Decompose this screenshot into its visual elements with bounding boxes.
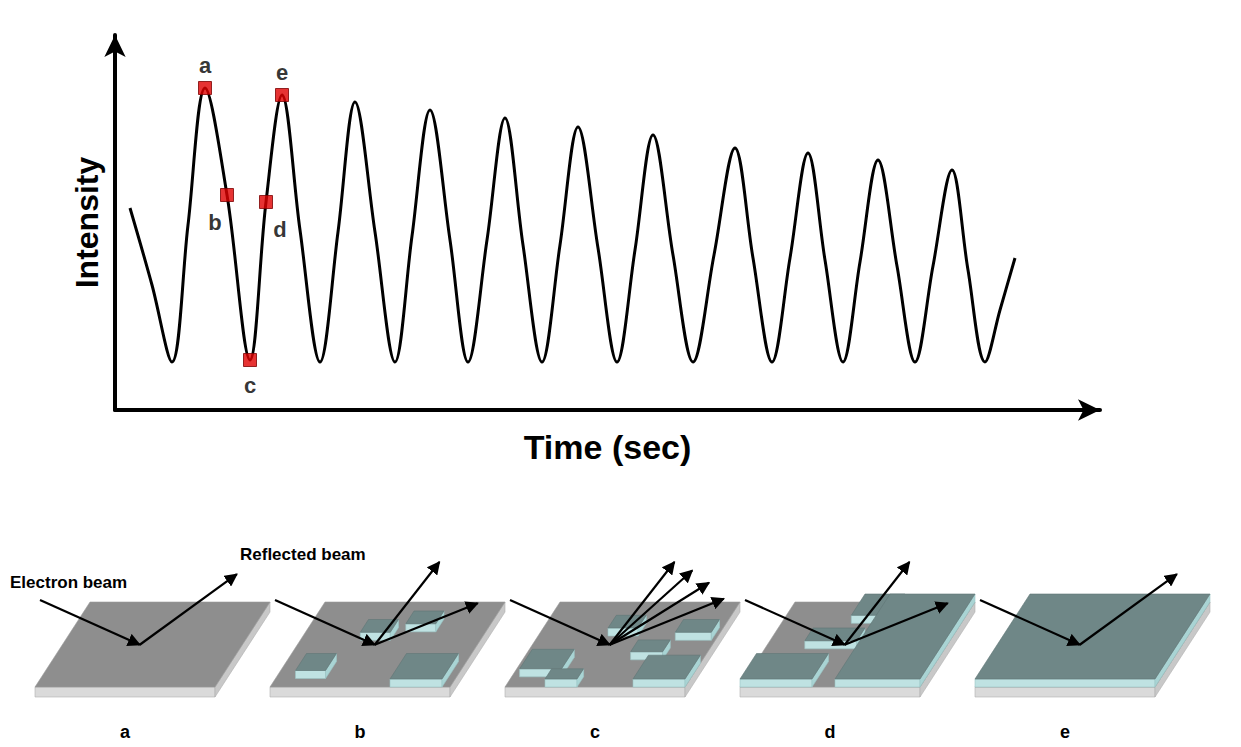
svg-text:c: c bbox=[590, 722, 600, 742]
svg-text:c: c bbox=[244, 373, 256, 398]
svg-text:a: a bbox=[120, 722, 131, 742]
svg-text:e: e bbox=[276, 60, 288, 85]
svg-text:a: a bbox=[199, 53, 212, 78]
svg-text:Reflected beam: Reflected beam bbox=[240, 545, 366, 564]
svg-text:b: b bbox=[208, 210, 221, 235]
svg-text:Time (sec): Time (sec) bbox=[524, 428, 692, 466]
svg-text:d: d bbox=[273, 217, 286, 242]
svg-text:Electron beam: Electron beam bbox=[10, 573, 127, 592]
svg-text:Intensity: Intensity bbox=[69, 157, 105, 289]
svg-text:b: b bbox=[355, 722, 366, 742]
svg-text:d: d bbox=[825, 722, 836, 742]
svg-text:e: e bbox=[1060, 722, 1070, 742]
